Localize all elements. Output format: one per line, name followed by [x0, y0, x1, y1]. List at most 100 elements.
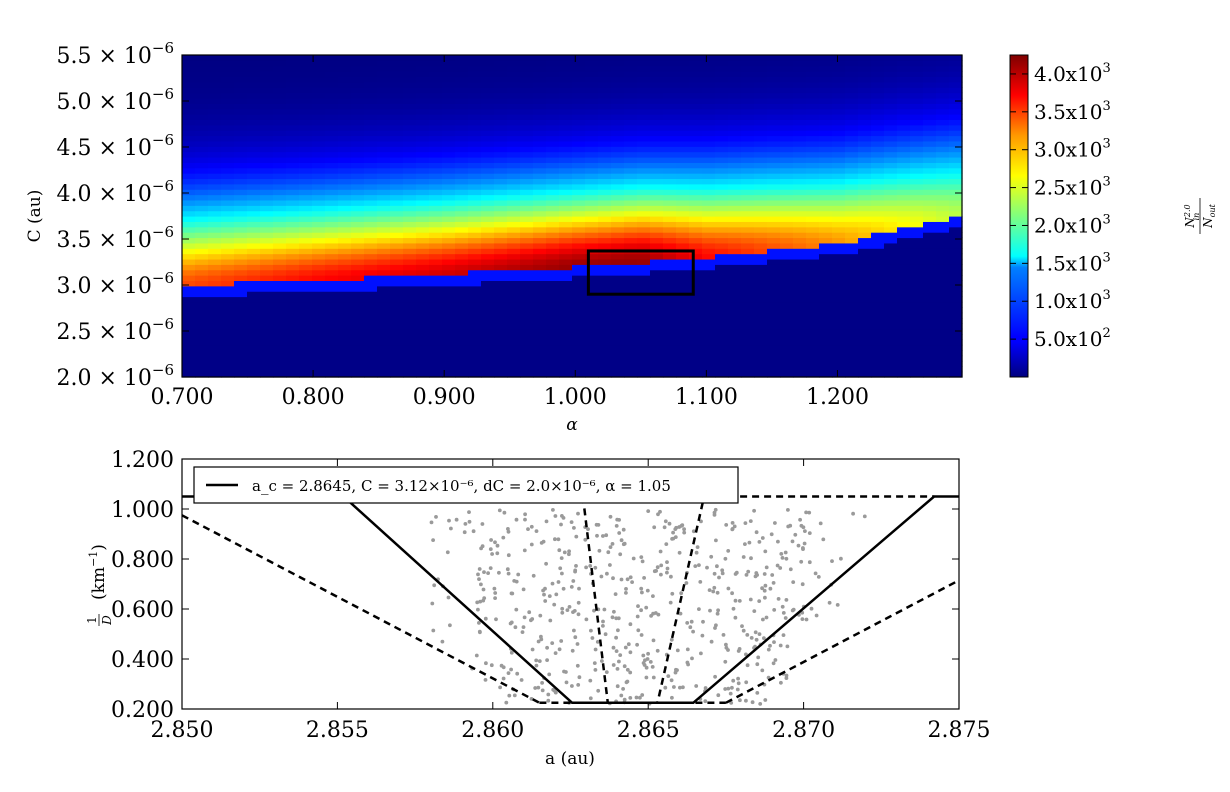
heatmap-cell [572, 60, 586, 67]
heatmap-cell [416, 130, 430, 137]
heatmap-cell [546, 156, 560, 163]
heatmap-cell [689, 189, 703, 196]
heatmap-cell [741, 87, 755, 94]
heatmap-cell [338, 55, 352, 61]
heatmap-cell [390, 317, 404, 324]
scatter-point [663, 685, 668, 690]
heatmap-cell [871, 242, 885, 249]
scatter-point [783, 616, 788, 620]
heatmap-cell [494, 291, 508, 298]
heatmap-cell [637, 216, 651, 222]
scatter-point [678, 611, 683, 616]
heatmap-cell [325, 76, 339, 83]
scatter-point [530, 647, 535, 652]
heatmap-cell [897, 291, 911, 298]
heatmap-cell [897, 199, 911, 206]
colorbar-tick-label: 1.0x103 [1034, 288, 1111, 313]
heatmap-cell [650, 87, 664, 94]
heatmap-cell [845, 108, 859, 115]
heatmap-cell [546, 344, 560, 351]
heatmap-cell [702, 301, 716, 308]
heatmap-cell [832, 92, 846, 99]
heatmap-cell [351, 258, 365, 265]
heatmap-cell [871, 355, 885, 362]
scatter-point [509, 667, 513, 672]
heatmap-cell [676, 119, 690, 126]
heatmap-cell [806, 92, 820, 99]
scatter-point [667, 521, 672, 526]
heatmap-cell [611, 366, 625, 373]
heatmap-cell [442, 189, 456, 196]
heatmap-cell [676, 226, 690, 233]
heatmap-cell [845, 366, 859, 373]
scatter-point [628, 622, 633, 627]
heatmap-cell [884, 264, 898, 271]
heatmap-cell [559, 360, 573, 367]
heatmap-cell [520, 130, 534, 137]
heatmap-cell [572, 323, 586, 330]
heatmap-cell [780, 124, 794, 131]
heatmap-cell [351, 226, 365, 233]
heatmap-cell [793, 237, 807, 244]
heatmap-cell [663, 76, 677, 83]
heatmap-cell [910, 140, 924, 147]
heatmap-cell [481, 280, 495, 287]
heatmap-cell [676, 87, 690, 94]
scatter-point [482, 570, 486, 574]
heatmap-cell [910, 103, 924, 110]
heatmap-cell [572, 87, 586, 94]
scatter-point [762, 588, 767, 593]
heatmap-cell [897, 264, 911, 271]
heatmap-cell [260, 264, 274, 271]
scatter-point [724, 642, 728, 647]
heatmap-cell [858, 151, 872, 158]
heatmap-cell [572, 194, 586, 201]
heatmap-cell [247, 360, 261, 367]
heatmap-cell [676, 97, 690, 104]
heatmap-cell [715, 124, 729, 131]
heatmap-cell [260, 360, 274, 367]
scatter-point [557, 647, 562, 652]
heatmap-cell [845, 216, 859, 222]
heatmap-cell [325, 285, 339, 292]
scatter-point [801, 525, 806, 530]
heatmap-cell [286, 199, 300, 206]
heatmap-cell [234, 371, 248, 378]
heatmap-y-tick-label: 4.0 × 10−6 [56, 177, 174, 207]
heatmap-cell [325, 130, 339, 137]
scatter-point [673, 670, 678, 675]
heatmap-cell [884, 301, 898, 308]
heatmap-cell [494, 275, 508, 281]
heatmap-cell [468, 339, 482, 346]
heatmap-cell [507, 119, 521, 126]
heatmap-cell [572, 339, 586, 346]
heatmap-cell [806, 334, 820, 341]
heatmap-cell [260, 178, 274, 185]
heatmap-cell [676, 178, 690, 185]
heatmap-cell [494, 178, 508, 185]
heatmap-cell [598, 269, 612, 276]
heatmap-cell [780, 119, 794, 126]
heatmap-cell [429, 71, 443, 78]
heatmap-cell [572, 156, 586, 163]
heatmap-cell [325, 323, 339, 330]
heatmap-cell [312, 60, 326, 67]
heatmap-cell [715, 360, 729, 367]
scatter-point [588, 678, 593, 683]
heatmap-cell [494, 371, 508, 378]
heatmap-cell [819, 108, 833, 115]
heatmap-cell [624, 114, 638, 120]
heatmap-cell [663, 199, 677, 206]
heatmap-cell [949, 108, 963, 115]
scatter-point [542, 592, 546, 597]
heatmap-cell [390, 135, 404, 142]
heatmap-cell [676, 264, 690, 271]
heatmap-cell [650, 130, 664, 137]
heatmap-cell [533, 237, 547, 244]
heatmap-cell [949, 232, 963, 239]
heatmap-cell [325, 162, 339, 169]
scatter-point [700, 633, 705, 638]
heatmap-cell [338, 269, 352, 276]
scatter-point [616, 616, 621, 621]
heatmap-cell [429, 285, 443, 292]
